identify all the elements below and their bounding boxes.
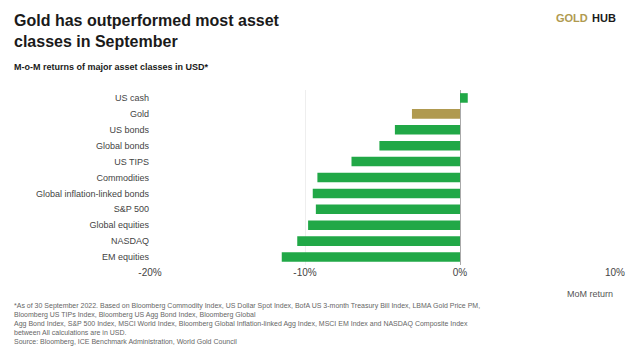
- svg-text:NASDAQ: NASDAQ: [111, 236, 149, 246]
- svg-text:-20%: -20%: [138, 267, 161, 278]
- svg-text:0%: 0%: [453, 267, 468, 278]
- svg-text:EM equities: EM equities: [102, 252, 150, 262]
- svg-text:Global bonds: Global bonds: [96, 141, 150, 151]
- svg-text:Gold has outperformed most ass: Gold has outperformed most assetclasses …: [14, 12, 280, 50]
- svg-text:MoM return: MoM return: [567, 289, 613, 299]
- svg-text:10%: 10%: [605, 267, 625, 278]
- svg-text:M-o-M returns of major asset c: M-o-M returns of major asset classes in …: [14, 62, 209, 72]
- svg-text:-10%: -10%: [293, 267, 316, 278]
- svg-text:HUB: HUB: [592, 12, 616, 24]
- svg-text:Global inflation-linked bonds: Global inflation-linked bonds: [36, 189, 150, 199]
- svg-text:*As of 30 September 2022. Base: *As of 30 September 2022. Based on Bloom…: [14, 302, 480, 346]
- svg-text:Gold: Gold: [130, 109, 149, 119]
- svg-text:US cash: US cash: [115, 93, 149, 103]
- svg-text:GOLD: GOLD: [556, 12, 588, 24]
- svg-text:Global equities: Global equities: [89, 220, 149, 230]
- svg-text:Commodities: Commodities: [96, 173, 149, 183]
- svg-text:US TIPS: US TIPS: [114, 157, 149, 167]
- svg-text:S&P 500: S&P 500: [114, 204, 149, 214]
- svg-text:US bonds: US bonds: [109, 125, 149, 135]
